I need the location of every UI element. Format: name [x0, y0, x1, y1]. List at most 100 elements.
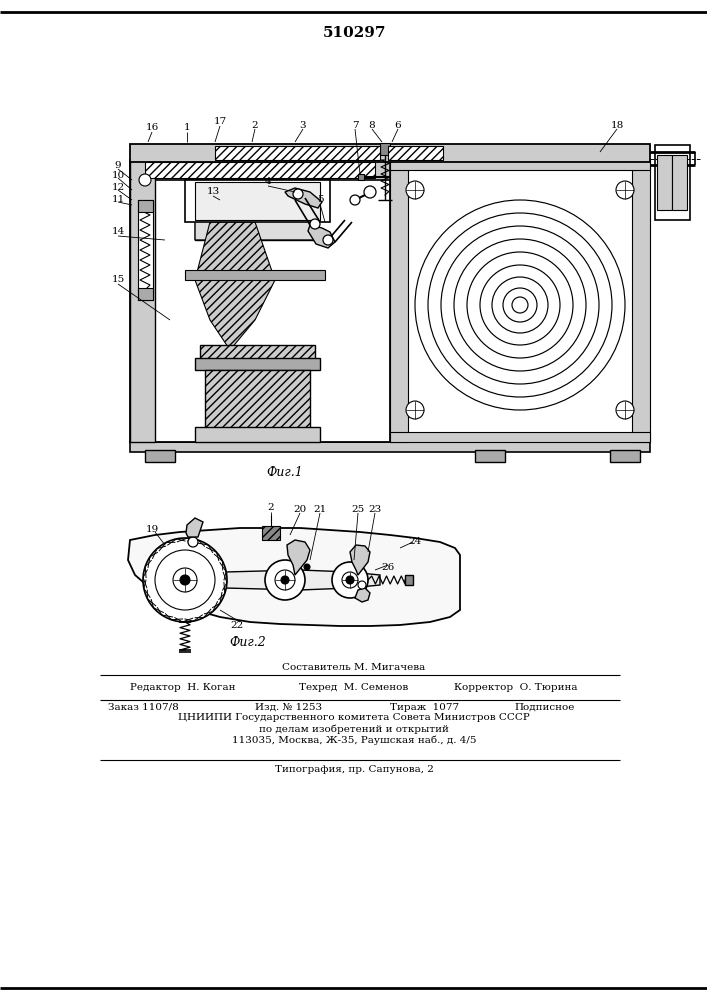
Text: Корректор  О. Тюрина: Корректор О. Тюрина: [455, 684, 578, 692]
Circle shape: [188, 537, 198, 547]
Text: Фиг.2: Фиг.2: [230, 636, 267, 648]
Text: 10: 10: [112, 170, 124, 180]
Text: 18: 18: [610, 120, 624, 129]
Bar: [185, 270, 325, 280]
Bar: [130, 442, 650, 452]
Bar: [262, 526, 280, 540]
Text: 23: 23: [368, 506, 382, 514]
Bar: [215, 146, 380, 160]
Bar: [380, 143, 390, 155]
Text: 113035, Москва, Ж-35, Раушская наб., д. 4/5: 113035, Москва, Ж-35, Раушская наб., д. …: [232, 735, 477, 745]
Polygon shape: [128, 528, 460, 626]
Bar: [390, 432, 650, 442]
Bar: [145, 450, 175, 462]
Text: ЦНИИПИ Государственного комитета Совета Министров СССР: ЦНИИПИ Государственного комитета Совета …: [178, 714, 530, 722]
Circle shape: [346, 576, 354, 584]
Text: 21: 21: [313, 506, 327, 514]
Bar: [145, 162, 375, 178]
Text: 4: 4: [264, 178, 271, 186]
Circle shape: [332, 562, 368, 598]
Circle shape: [310, 219, 320, 229]
Circle shape: [173, 568, 197, 592]
Circle shape: [406, 181, 424, 199]
Circle shape: [342, 572, 358, 588]
Circle shape: [358, 581, 366, 589]
Text: 510297: 510297: [322, 26, 386, 40]
Bar: [405, 575, 413, 585]
Bar: [138, 200, 153, 300]
Text: 9: 9: [115, 160, 122, 169]
Circle shape: [155, 550, 215, 610]
Circle shape: [139, 174, 151, 186]
Bar: [138, 288, 153, 300]
Circle shape: [616, 181, 634, 199]
Text: 20: 20: [293, 506, 307, 514]
Text: 6: 6: [395, 120, 402, 129]
Polygon shape: [287, 540, 310, 575]
Bar: [130, 160, 390, 442]
Text: 16: 16: [146, 123, 158, 132]
Text: 1: 1: [184, 123, 190, 132]
Polygon shape: [195, 222, 275, 350]
Circle shape: [304, 564, 310, 570]
Circle shape: [350, 195, 360, 205]
Bar: [672, 155, 687, 210]
Bar: [390, 160, 650, 442]
Polygon shape: [308, 225, 335, 248]
Text: 15: 15: [112, 275, 124, 284]
Circle shape: [293, 189, 303, 199]
Bar: [390, 160, 408, 442]
Text: Типография, пр. Сапунова, 2: Типография, пр. Сапунова, 2: [274, 766, 433, 774]
Bar: [130, 160, 390, 180]
Text: 5: 5: [317, 196, 323, 205]
Text: 13: 13: [206, 188, 220, 196]
Bar: [632, 160, 650, 442]
Text: 17: 17: [214, 117, 227, 126]
Text: 7: 7: [351, 120, 358, 129]
Text: 12: 12: [112, 182, 124, 192]
Text: Подписное: Подписное: [515, 702, 575, 712]
Bar: [195, 182, 320, 220]
Circle shape: [143, 538, 227, 622]
Bar: [185, 180, 330, 222]
Bar: [610, 450, 640, 462]
Bar: [130, 160, 155, 442]
Circle shape: [180, 575, 190, 585]
Text: 2: 2: [252, 120, 258, 129]
Bar: [195, 358, 320, 370]
Text: 11: 11: [112, 194, 124, 204]
Bar: [195, 427, 320, 442]
Bar: [388, 146, 443, 160]
Bar: [205, 370, 310, 430]
Bar: [130, 144, 650, 162]
Text: 3: 3: [300, 120, 306, 129]
Bar: [655, 145, 690, 220]
Text: Изд. № 1253: Изд. № 1253: [255, 702, 322, 712]
Circle shape: [406, 401, 424, 419]
Text: по делам изобретений и открытий: по делам изобретений и открытий: [259, 724, 449, 734]
Text: 26: 26: [381, 564, 395, 572]
Bar: [358, 174, 364, 180]
Text: 24: 24: [409, 538, 421, 546]
Text: 8: 8: [368, 120, 375, 129]
Circle shape: [275, 570, 295, 590]
Text: Составитель М. Мигачева: Составитель М. Мигачева: [282, 662, 426, 672]
Polygon shape: [355, 588, 370, 602]
Circle shape: [323, 235, 333, 245]
Text: Тираж  1077: Тираж 1077: [390, 702, 459, 712]
Bar: [200, 345, 315, 360]
Polygon shape: [195, 210, 315, 240]
Text: 19: 19: [146, 526, 158, 534]
Bar: [195, 222, 315, 240]
Bar: [657, 155, 672, 210]
Circle shape: [364, 186, 376, 198]
Circle shape: [281, 576, 289, 584]
Text: 14: 14: [112, 228, 124, 236]
Text: Фиг.1: Фиг.1: [267, 466, 303, 479]
Polygon shape: [186, 518, 203, 537]
Text: 22: 22: [230, 620, 244, 630]
Polygon shape: [215, 570, 380, 590]
Bar: [138, 200, 153, 212]
Text: 25: 25: [351, 506, 365, 514]
Bar: [390, 160, 650, 170]
